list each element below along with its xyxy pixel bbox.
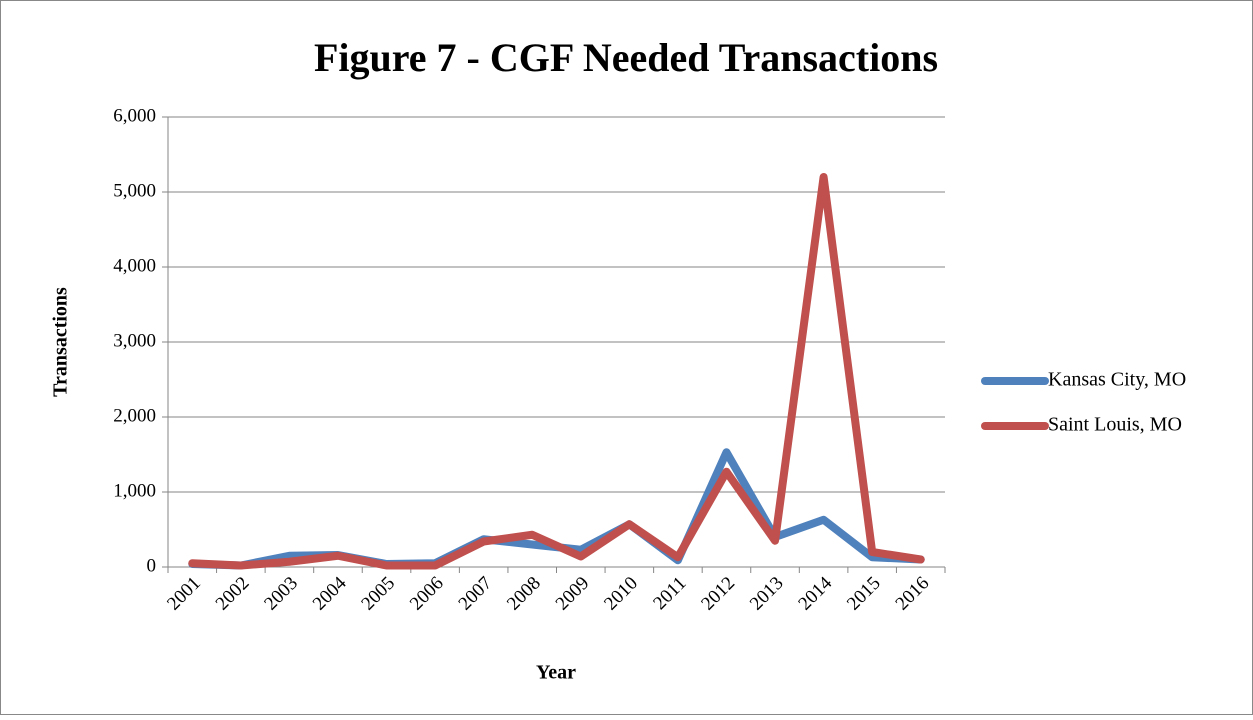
y-tick-label: 3,000 [113,330,156,351]
y-tick-label: 0 [147,555,157,576]
y-tick-label: 1,000 [113,480,156,501]
x-axis-label: Year [536,662,576,684]
y-tick-label: 4,000 [113,255,156,276]
legend-label: Saint Louis, MO [1048,414,1182,436]
series-line [188,173,925,570]
y-tick-label: 2,000 [113,405,156,426]
y-tick-label: 5,000 [113,180,156,201]
legend-label: Kansas City, MO [1048,369,1186,391]
chart-title: Figure 7 - CGF Needed Transactions [314,35,938,80]
y-tick-label: 6,000 [113,105,156,126]
y-axis-label: Transactions [50,287,72,397]
